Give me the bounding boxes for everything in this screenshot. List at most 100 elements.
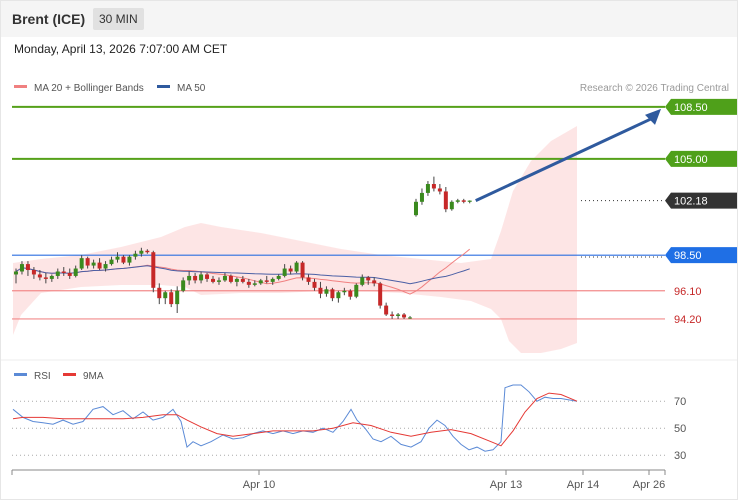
candle-body: [222, 275, 227, 281]
candle-body: [109, 259, 114, 265]
copyright-text: Research © 2026 Trading Central: [580, 83, 729, 94]
level-tag-98.50: [665, 247, 737, 264]
candle-body: [175, 290, 180, 305]
candle: [372, 277, 377, 287]
rsi-legend-swatch-0: [14, 373, 27, 376]
candle: [199, 271, 204, 284]
candle: [151, 250, 156, 293]
candle: [19, 261, 24, 275]
candle: [14, 268, 18, 284]
rsi-tick-70: 70: [674, 396, 686, 408]
candle-body: [449, 201, 454, 210]
candle-body: [413, 201, 418, 216]
candle: [240, 275, 245, 284]
candle: [330, 287, 335, 302]
candle-body: [14, 271, 18, 275]
symbol-title: Brent (ICE): [12, 11, 86, 27]
candle: [258, 278, 263, 285]
time-tick-label-3: Apr 26: [633, 479, 665, 491]
candle-body: [193, 275, 198, 281]
candle: [31, 267, 36, 279]
candle-body: [437, 188, 442, 192]
candle-body: [103, 264, 108, 269]
candle-body: [205, 274, 210, 279]
candle: [360, 274, 365, 287]
rsi-legend-label-0: RSI: [34, 371, 51, 382]
candle: [85, 256, 90, 269]
candle-body: [61, 271, 66, 273]
candle: [205, 272, 210, 282]
candle-body: [145, 250, 150, 253]
candle: [211, 275, 216, 284]
ma50-line: [15, 265, 470, 285]
candle: [461, 198, 466, 204]
candle: [467, 200, 472, 204]
candle: [115, 252, 120, 263]
candle: [187, 271, 192, 285]
candle-body: [360, 277, 365, 285]
candle-body: [228, 275, 233, 282]
candle: [234, 277, 239, 287]
candle: [169, 289, 174, 308]
candle-body: [25, 264, 30, 271]
rsi-legend-swatch-1: [63, 373, 76, 376]
candle-body: [378, 283, 383, 306]
level-tag-bg: [665, 192, 737, 209]
candle: [408, 315, 413, 319]
candle: [193, 272, 198, 284]
candle-body: [211, 278, 216, 282]
candle: [437, 184, 442, 195]
candle: [246, 278, 251, 288]
candle-body: [49, 275, 54, 279]
candle-body: [55, 271, 60, 276]
candle: [55, 268, 60, 279]
candle-body: [390, 314, 395, 316]
forecast-arrow-head: [645, 108, 661, 125]
candle-body: [115, 256, 120, 260]
candle-body: [252, 283, 257, 285]
candle-body: [97, 262, 102, 269]
candle: [216, 277, 221, 285]
candle-body: [372, 280, 377, 284]
candle-body: [85, 258, 90, 266]
candle-body: [336, 292, 341, 299]
candle: [396, 313, 401, 319]
candle-body: [151, 252, 156, 288]
rsi-ma-line: [12, 392, 578, 447]
candle-body: [216, 280, 221, 282]
candle-body: [342, 290, 347, 293]
candle-body: [169, 292, 174, 305]
candle-body: [461, 200, 466, 202]
candle: [25, 261, 30, 276]
time-tick-label-2: Apr 14: [567, 479, 599, 491]
candle-body: [73, 268, 78, 276]
candle-body: [300, 262, 305, 278]
candle-body: [330, 289, 335, 299]
candle-body: [419, 192, 424, 202]
candle: [139, 247, 144, 257]
candle: [145, 249, 150, 254]
chart-datetime: Monday, April 13, 2026 7:07:00 AM CET: [14, 42, 228, 56]
candle: [109, 256, 114, 266]
candle-body: [425, 184, 430, 193]
candle-body: [312, 281, 317, 288]
candle: [378, 281, 383, 309]
candle: [181, 277, 186, 293]
candle-body: [246, 281, 251, 285]
bollinger-band: [13, 126, 577, 353]
candle-body: [264, 280, 269, 282]
interval-button[interactable]: 30 MIN: [93, 8, 144, 30]
level-label-94.20: 94.20: [674, 314, 702, 326]
candle: [348, 289, 353, 300]
candle-body: [139, 250, 144, 254]
candle-body: [282, 268, 287, 276]
candle: [342, 287, 347, 296]
candle: [306, 274, 311, 285]
candle-body: [402, 314, 407, 318]
candle-body: [67, 272, 72, 276]
candle: [384, 302, 389, 316]
candle-body: [294, 262, 299, 272]
candle: [49, 274, 54, 282]
candle-body: [431, 184, 436, 189]
